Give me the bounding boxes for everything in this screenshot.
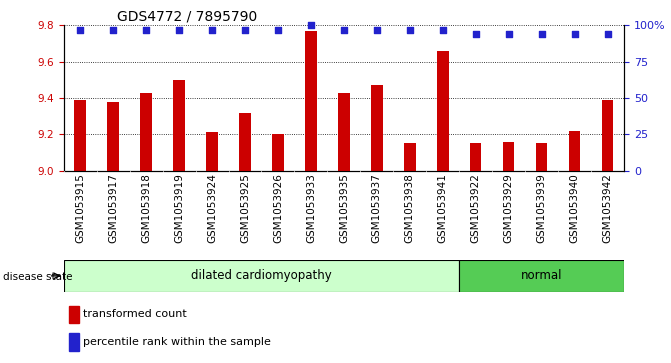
Bar bbox=[569, 131, 580, 171]
Point bbox=[602, 31, 613, 37]
Text: GSM1053937: GSM1053937 bbox=[372, 173, 382, 243]
Bar bbox=[536, 143, 548, 171]
Bar bbox=[459, 260, 624, 292]
Bar bbox=[338, 93, 350, 171]
Text: GSM1053940: GSM1053940 bbox=[570, 173, 580, 243]
Point bbox=[207, 27, 217, 33]
Text: GSM1053939: GSM1053939 bbox=[537, 173, 547, 243]
Point bbox=[305, 23, 316, 28]
Bar bbox=[371, 85, 382, 171]
Bar bbox=[404, 143, 415, 171]
Text: GSM1053929: GSM1053929 bbox=[504, 173, 514, 243]
Text: GSM1053925: GSM1053925 bbox=[240, 173, 250, 243]
Text: GSM1053922: GSM1053922 bbox=[471, 173, 480, 243]
Bar bbox=[305, 31, 317, 171]
Text: GSM1053924: GSM1053924 bbox=[207, 173, 217, 243]
Text: GSM1053941: GSM1053941 bbox=[437, 173, 448, 243]
Text: transformed count: transformed count bbox=[83, 309, 187, 319]
Bar bbox=[470, 143, 482, 171]
Point bbox=[141, 27, 152, 33]
Point bbox=[503, 31, 514, 37]
Point bbox=[470, 31, 481, 37]
Text: percentile rank within the sample: percentile rank within the sample bbox=[83, 337, 271, 347]
Text: GSM1053933: GSM1053933 bbox=[306, 173, 316, 243]
Text: GSM1053919: GSM1053919 bbox=[174, 173, 184, 243]
Point bbox=[174, 27, 185, 33]
Point bbox=[338, 27, 349, 33]
Bar bbox=[173, 80, 185, 171]
Text: disease state: disease state bbox=[3, 272, 73, 282]
Bar bbox=[602, 100, 613, 171]
Bar bbox=[69, 333, 79, 351]
Bar bbox=[437, 51, 448, 171]
Text: GSM1053915: GSM1053915 bbox=[75, 173, 85, 243]
Point bbox=[108, 27, 119, 33]
Text: normal: normal bbox=[521, 269, 562, 282]
Point bbox=[536, 31, 547, 37]
Bar bbox=[69, 306, 79, 323]
Point bbox=[272, 27, 283, 33]
Bar bbox=[140, 93, 152, 171]
Bar bbox=[64, 260, 459, 292]
Text: GSM1053926: GSM1053926 bbox=[273, 173, 283, 243]
Text: GSM1053938: GSM1053938 bbox=[405, 173, 415, 243]
Point bbox=[437, 27, 448, 33]
Text: GSM1053917: GSM1053917 bbox=[108, 173, 118, 243]
Bar bbox=[74, 100, 86, 171]
Text: dilated cardiomyopathy: dilated cardiomyopathy bbox=[191, 269, 332, 282]
Bar bbox=[107, 102, 119, 171]
Text: GSM1053918: GSM1053918 bbox=[141, 173, 151, 243]
Bar bbox=[240, 113, 251, 171]
Point bbox=[75, 27, 86, 33]
Bar bbox=[503, 142, 515, 171]
Bar bbox=[206, 132, 218, 171]
Text: GDS4772 / 7895790: GDS4772 / 7895790 bbox=[117, 9, 258, 23]
Point bbox=[569, 31, 580, 37]
Point bbox=[405, 27, 415, 33]
Point bbox=[372, 27, 382, 33]
Bar bbox=[272, 134, 284, 171]
Text: GSM1053935: GSM1053935 bbox=[339, 173, 349, 243]
Text: GSM1053942: GSM1053942 bbox=[603, 173, 613, 243]
Point bbox=[240, 27, 250, 33]
